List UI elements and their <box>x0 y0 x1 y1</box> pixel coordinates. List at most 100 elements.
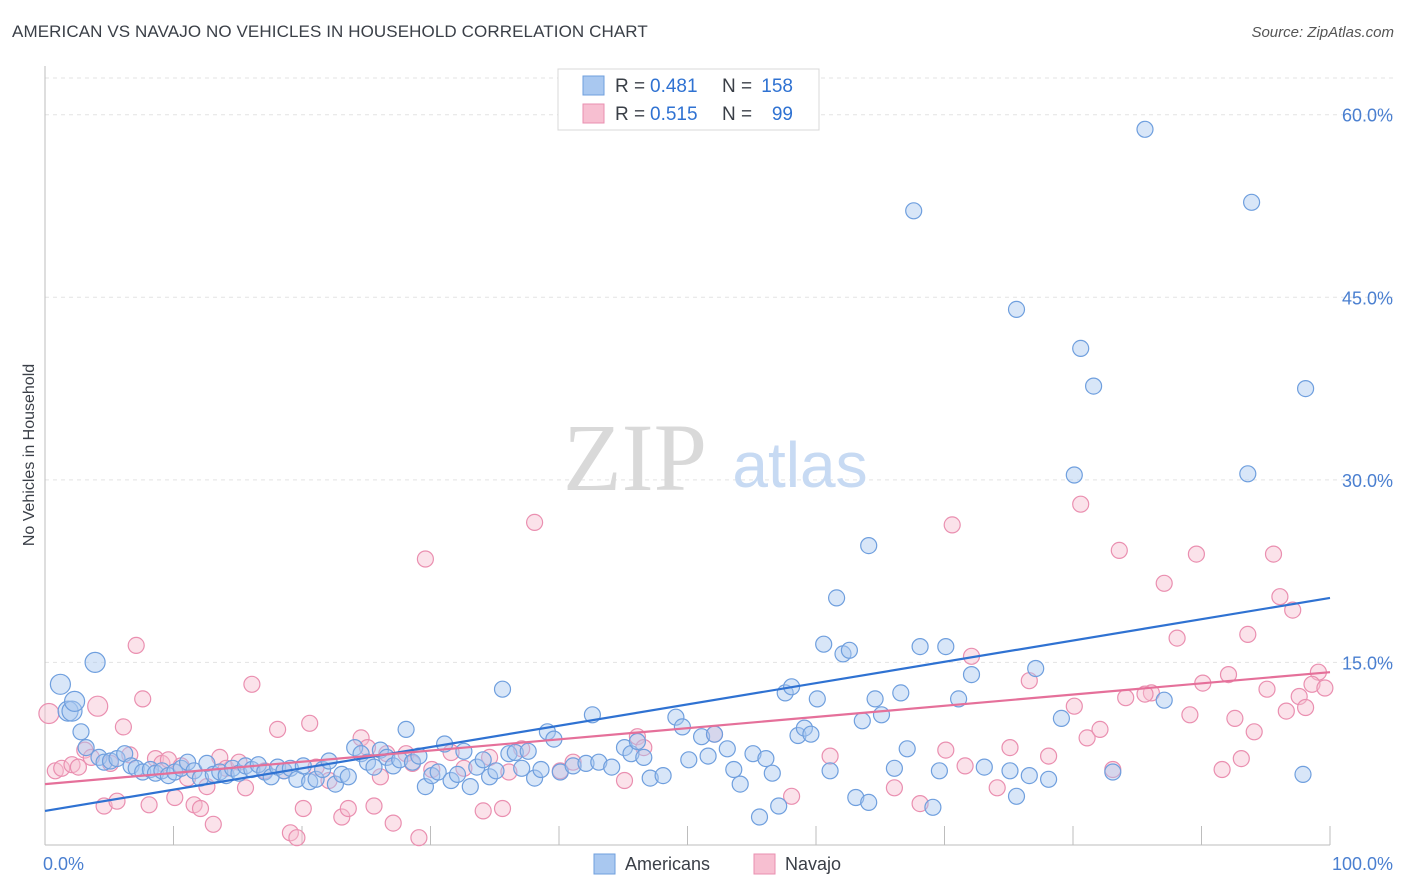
navajo-point <box>943 516 961 534</box>
americans-point <box>474 751 492 769</box>
americans-point <box>795 719 814 737</box>
americans-point <box>1104 763 1122 781</box>
americans-point <box>198 754 216 773</box>
navajo-point <box>1290 687 1308 706</box>
navajo-point <box>911 794 929 813</box>
americans-point <box>705 725 724 743</box>
americans-point <box>654 766 672 785</box>
americans-point <box>442 771 460 790</box>
americans-point <box>532 760 550 779</box>
americans-point <box>590 753 608 771</box>
americans-point <box>757 749 775 768</box>
navajo-points <box>38 495 1334 847</box>
americans-r-label: R = <box>615 76 645 97</box>
americans-point <box>641 769 659 787</box>
navajo-point <box>53 759 71 777</box>
americans-n-value: 158 <box>761 76 793 97</box>
americans-point <box>519 742 537 760</box>
americans-point <box>1039 770 1058 788</box>
americans-point <box>885 759 904 777</box>
navajo-point <box>140 796 158 814</box>
navajo-point <box>1091 720 1109 739</box>
americans-point <box>455 742 473 760</box>
y-axis-label: No Vehicles in Household <box>21 364 38 546</box>
americans-point <box>1296 380 1315 398</box>
americans-point <box>577 754 595 773</box>
navajo-r-label: R = <box>615 104 645 125</box>
tick-labels: 15.0% 30.0% 45.0% 60.0% 0.0% 100.0% <box>43 106 1393 874</box>
x-tick-label: 100.0% <box>1332 854 1393 874</box>
navajo-point <box>1258 680 1276 698</box>
americans-point <box>949 690 968 708</box>
legend-navajo-swatch <box>753 853 776 875</box>
navajo-point <box>108 792 126 810</box>
americans-point <box>718 740 736 758</box>
navajo-point <box>615 771 634 790</box>
y-tick-label: 15.0% <box>1342 653 1393 673</box>
americans-point <box>49 673 72 695</box>
navajo-point <box>1284 601 1302 619</box>
americans-point <box>699 747 717 765</box>
navajo-point <box>500 763 518 781</box>
navajo-point <box>1239 625 1257 644</box>
navajo-r-value: 0.515 <box>650 104 698 125</box>
navajo-n-label: N = <box>722 104 752 125</box>
americans-point <box>802 725 820 743</box>
navajo-point <box>1303 675 1321 693</box>
americans-point <box>487 762 505 780</box>
americans-point <box>853 712 871 730</box>
watermark-atlas: atlas <box>732 429 867 501</box>
americans-point <box>1001 762 1019 780</box>
navajo-point <box>243 675 261 693</box>
y-tick-label: 30.0% <box>1342 471 1393 491</box>
navajo-point <box>269 720 287 739</box>
navajo-point <box>365 797 383 815</box>
navajo-point <box>38 702 60 725</box>
americans-point <box>1072 339 1090 357</box>
navajo-point <box>455 759 473 777</box>
americans-point <box>493 680 512 698</box>
navajo-point <box>1001 738 1019 757</box>
navajo-point <box>114 718 133 736</box>
navajo-point <box>1039 747 1058 765</box>
americans-swatch <box>582 75 605 96</box>
legend: Americans Navajo <box>593 853 841 875</box>
navajo-point <box>371 768 389 786</box>
navajo-point <box>1065 697 1083 715</box>
legend-americans-swatch <box>593 853 616 875</box>
americans-point <box>872 706 891 724</box>
navajo-point <box>474 802 492 820</box>
americans-point <box>770 797 788 815</box>
americans-point <box>525 769 544 787</box>
trend-lines <box>44 596 1331 813</box>
americans-n-label: N = <box>722 76 752 97</box>
americans-point <box>307 770 325 788</box>
x-tick-label: 0.0% <box>43 854 84 874</box>
navajo-point <box>1277 702 1295 720</box>
americans-point <box>937 637 955 656</box>
americans-point <box>416 777 434 796</box>
americans-point <box>673 718 692 736</box>
americans-point <box>847 788 865 807</box>
americans-point <box>77 738 95 757</box>
navajo-point <box>1264 545 1283 563</box>
americans-point <box>667 708 685 726</box>
navajo-point <box>204 815 222 833</box>
americans-point <box>95 753 113 771</box>
americans-r-value: 0.481 <box>650 76 698 97</box>
americans-point <box>513 759 531 777</box>
axes <box>44 66 1331 846</box>
americans-point <box>808 690 826 708</box>
navajo-point <box>1136 685 1154 703</box>
navajo-trend-line <box>44 671 1331 786</box>
americans-point <box>365 758 383 776</box>
americans-point <box>500 745 518 763</box>
navajo-point <box>1168 629 1186 647</box>
americans-point <box>930 762 949 780</box>
navajo-point <box>87 695 109 717</box>
americans-point <box>1155 691 1173 709</box>
navajo-point <box>301 714 319 732</box>
americans-point <box>403 753 422 771</box>
americans-point <box>506 743 524 762</box>
americans-point <box>763 764 781 782</box>
